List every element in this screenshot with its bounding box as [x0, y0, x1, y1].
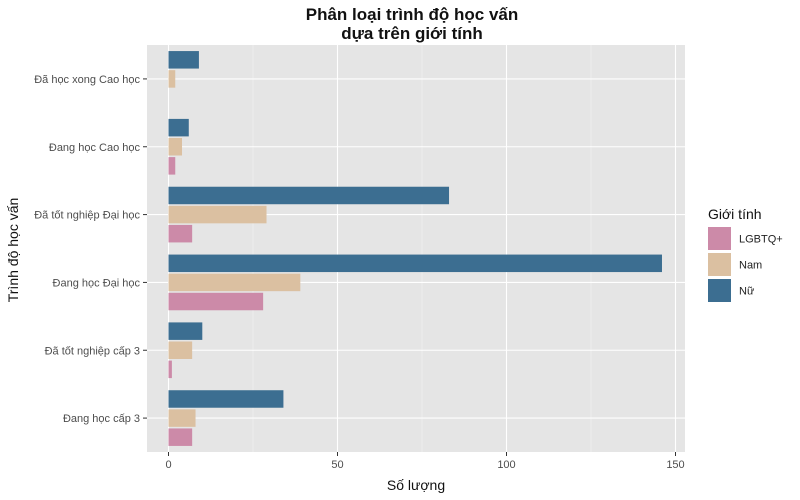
bar-Nam-3	[168, 273, 301, 292]
y-tick-label: Đang học Cao học	[49, 142, 141, 154]
chart-title: Phân loại trình độ học vấn	[306, 5, 519, 24]
x-tick-label: 150	[666, 459, 684, 471]
legend-label: Nữ	[739, 286, 755, 298]
legend-swatch	[708, 279, 731, 302]
legend: Giới tính LGBTQ+ Nam Nữ	[708, 206, 783, 302]
y-tick-label: Đã học xong Cao học	[34, 74, 140, 86]
y-axis-title: Trình độ học vấn	[5, 198, 21, 303]
legend-swatch	[708, 253, 731, 276]
y-tick-label: Đang học cấp 3	[63, 413, 140, 425]
x-tick-label: 0	[165, 459, 171, 471]
bar-Nam-4	[168, 341, 193, 359]
bar-Nữ-3	[168, 254, 662, 273]
bar-Nam-1	[168, 138, 183, 156]
bar-Nữ-4	[168, 322, 203, 340]
x-axis: 0 50 100 150	[165, 452, 685, 471]
bar-LGBTQ+-2	[168, 224, 193, 243]
bar-Nam-5	[168, 409, 196, 427]
x-tick-label: 100	[497, 459, 515, 471]
legend-swatch	[708, 227, 731, 250]
x-tick-label: 50	[331, 459, 343, 471]
bar-Nữ-5	[168, 390, 284, 408]
y-tick-label: Đã tốt nghiệp Đại học	[34, 210, 140, 222]
bar-Nữ-2	[168, 186, 450, 205]
plot-panel	[147, 45, 685, 452]
bar-LGBTQ+-1	[168, 157, 176, 175]
bar-LGBTQ+-4	[168, 360, 172, 379]
legend-title: Giới tính	[708, 206, 762, 222]
bar-Nam-2	[168, 205, 267, 224]
bar-Nữ-1	[168, 118, 189, 137]
bar-LGBTQ+-3	[168, 292, 264, 311]
legend-label: Nam	[739, 260, 762, 272]
x-axis-title: Số lượng	[387, 477, 445, 493]
bar-Nam-0	[168, 70, 176, 88]
legend-label: LGBTQ+	[739, 234, 783, 246]
bar-LGBTQ+-5	[168, 428, 193, 446]
y-axis: Đã học xong Cao học Đang học Cao học Đã tố…	[34, 74, 147, 425]
y-tick-label: Đang học Đại học	[53, 277, 141, 289]
bar-Nữ-0	[168, 51, 199, 69]
bars-group	[168, 51, 662, 446]
chart-subtitle: dựa trên giới tính	[341, 24, 483, 43]
y-tick-label: Đã tốt nghiệp cấp 3	[45, 345, 140, 357]
